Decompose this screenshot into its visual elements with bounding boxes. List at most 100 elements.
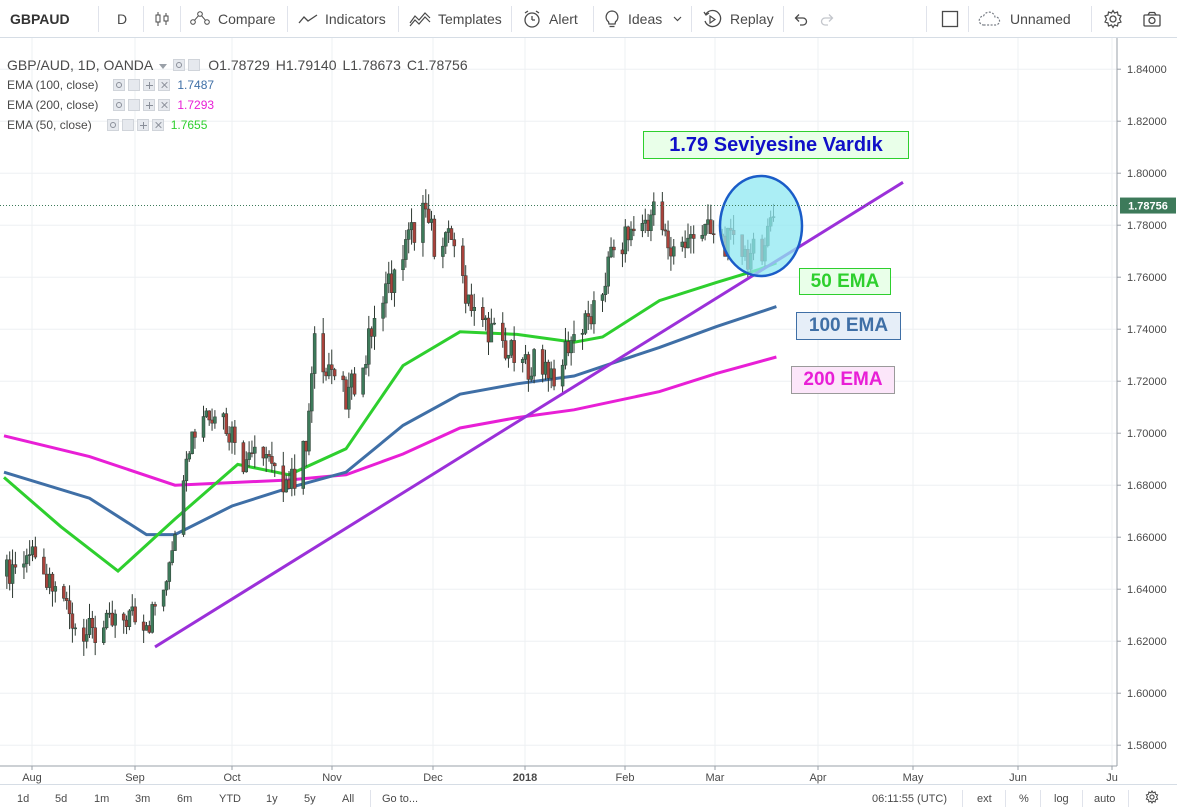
log-label: log [1054, 792, 1069, 805]
interval-button[interactable]: D [117, 0, 127, 38]
legend-eye-icon[interactable] [173, 59, 186, 71]
ema100-eye-icon[interactable] [113, 79, 126, 91]
replay-button[interactable]: Replay [702, 0, 774, 38]
settings-button[interactable] [1103, 0, 1123, 38]
candle-body [184, 458, 189, 482]
candle [489, 308, 494, 343]
ema200-remove-icon[interactable] [158, 99, 171, 111]
candle-body [332, 369, 337, 377]
layout-name-button[interactable]: Unnamed [978, 0, 1071, 38]
candle-body [207, 410, 211, 421]
log-toggle[interactable]: log [1054, 785, 1069, 812]
candle [273, 462, 277, 478]
symbol-legend: GBP/AUD, 1D, OANDA O1.78729 H1.79140 L1.… [7, 57, 468, 73]
headline-annotation[interactable]: 1.79 Seviyesine Vardık [643, 131, 909, 159]
candle-body [53, 586, 58, 592]
compare-icon [189, 10, 211, 28]
goto-button[interactable]: Go to... [382, 785, 418, 812]
range-ytd-button[interactable]: YTD [219, 785, 241, 812]
candle-body [572, 334, 576, 341]
ema200-line [3, 355, 777, 487]
candle [646, 213, 650, 237]
time-axis-label: Mar [706, 772, 725, 784]
candle [424, 189, 428, 218]
candle [606, 251, 610, 294]
candle [672, 239, 676, 265]
candle-body [592, 300, 596, 325]
templates-button[interactable]: Templates [409, 0, 502, 38]
clock[interactable]: 06:11:55 (UTC) [872, 785, 947, 812]
candle-body [150, 604, 154, 633]
candle-body [501, 322, 505, 341]
candle-body [310, 373, 314, 412]
replay-icon [702, 9, 722, 29]
ema50-add-icon[interactable] [136, 119, 149, 131]
candle [190, 431, 194, 455]
ema200-eye-icon[interactable] [113, 99, 126, 111]
gear-icon [1103, 9, 1123, 29]
snapshot-button[interactable] [1142, 0, 1162, 38]
candle-body [330, 364, 334, 370]
candle-body [680, 241, 685, 247]
range-5y-button[interactable]: 5y [304, 785, 316, 812]
candle [312, 326, 317, 389]
range-6m-button[interactable]: 6m [177, 785, 192, 812]
percent-toggle[interactable]: % [1019, 785, 1029, 812]
candle [147, 620, 152, 634]
candle [560, 359, 565, 393]
candle-body [483, 317, 488, 320]
interval-label: D [117, 11, 128, 27]
range-all-button[interactable]: All [342, 785, 354, 812]
candle-body [341, 375, 345, 381]
chart-area[interactable]: 1.84000 1.82000 1.80000 1.78000 1.76000 1.740… [0, 38, 1177, 784]
candle [204, 407, 209, 418]
ext-toggle[interactable]: ext [977, 785, 992, 812]
chart-properties-button[interactable] [1145, 785, 1159, 812]
symbol-search-button[interactable]: GBPAUD [10, 0, 70, 38]
candle [102, 620, 106, 645]
undo-button[interactable] [792, 0, 808, 38]
candle-body [327, 364, 331, 377]
ema200-settings-icon[interactable] [128, 99, 141, 111]
candle [201, 405, 206, 442]
ema100-settings-icon[interactable] [128, 79, 141, 91]
ema50-settings-icon[interactable] [121, 119, 134, 131]
auto-toggle[interactable]: auto [1094, 785, 1115, 812]
compare-button[interactable]: Compare [189, 0, 276, 38]
candle [364, 355, 368, 375]
range-5d-button[interactable]: 5d [55, 785, 67, 812]
range-3m-button[interactable]: 3m [135, 785, 150, 812]
range-1y-button[interactable]: 1y [266, 785, 278, 812]
candle [170, 541, 174, 566]
ema50-remove-icon[interactable] [151, 119, 164, 131]
indicators-button[interactable]: Indicators [298, 0, 386, 38]
legend-settings-icon[interactable] [188, 59, 201, 71]
fullscreen-button[interactable] [941, 0, 959, 38]
ema100-remove-icon[interactable] [158, 79, 171, 91]
range-1d-button[interactable]: 1d [17, 785, 29, 812]
candle [13, 551, 18, 574]
ema200-add-icon[interactable] [143, 99, 156, 111]
candle-body [204, 410, 209, 417]
redo-button[interactable] [820, 0, 836, 38]
candle-body [389, 273, 394, 293]
price-chart[interactable]: 1.84000 1.82000 1.80000 1.78000 1.76000 1.740… [0, 38, 1177, 784]
candle-body [549, 368, 553, 379]
candle-body [64, 598, 69, 601]
alert-button[interactable]: Alert [522, 0, 578, 38]
ema100-annotation[interactable]: 100 EMA [796, 312, 901, 340]
ema50-annotation[interactable]: 50 EMA [799, 268, 891, 295]
candle-body [170, 550, 174, 563]
chart-style-button[interactable] [153, 0, 171, 38]
ideas-button[interactable]: Ideas [604, 0, 682, 38]
candle-body [233, 426, 237, 443]
range-1m-button[interactable]: 1m [94, 785, 109, 812]
ema50-eye-icon[interactable] [106, 119, 119, 131]
candle-body [90, 618, 95, 628]
candle [47, 567, 52, 595]
legend-dropdown-icon[interactable] [159, 57, 168, 73]
ema200-annotation[interactable]: 200 EMA [791, 366, 895, 394]
price-axis-label: 1.76000 [1127, 272, 1167, 284]
ema100-add-icon[interactable] [143, 79, 156, 91]
candle [184, 451, 189, 492]
